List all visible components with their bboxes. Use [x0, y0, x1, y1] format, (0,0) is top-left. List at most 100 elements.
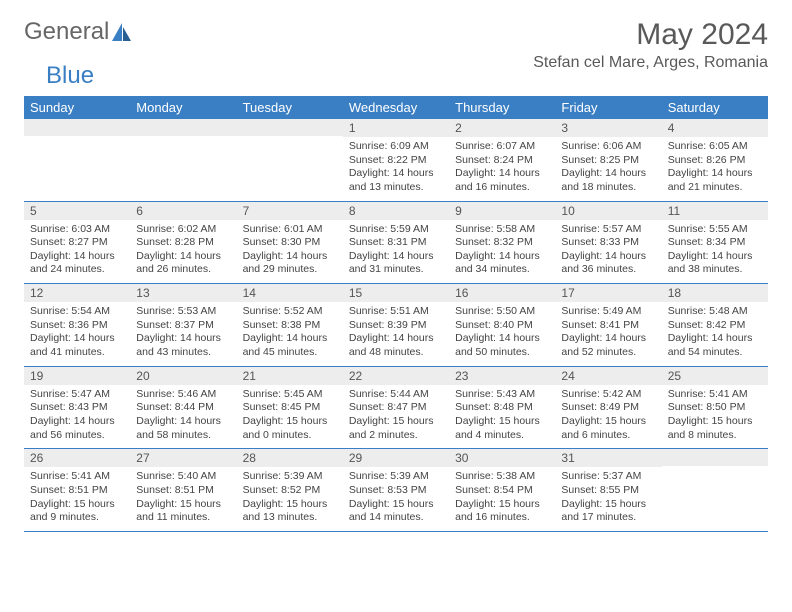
logo: General [24, 18, 133, 46]
calendar-day: 16Sunrise: 5:50 AMSunset: 8:40 PMDayligh… [449, 284, 555, 367]
day-data: Sunrise: 6:06 AMSunset: 8:25 PMDaylight:… [555, 137, 661, 201]
day-data [24, 136, 130, 192]
logo-text-1: General [24, 18, 109, 46]
day-data: Sunrise: 6:03 AMSunset: 8:27 PMDaylight:… [24, 220, 130, 284]
logo-sail-icon [111, 22, 133, 42]
day-number: 25 [662, 367, 768, 385]
calendar-day: 8Sunrise: 5:59 AMSunset: 8:31 PMDaylight… [343, 201, 449, 284]
calendar-day: 20Sunrise: 5:46 AMSunset: 8:44 PMDayligh… [130, 366, 236, 449]
day-number: 27 [130, 449, 236, 467]
calendar-day: 1Sunrise: 6:09 AMSunset: 8:22 PMDaylight… [343, 119, 449, 201]
calendar-day: 15Sunrise: 5:51 AMSunset: 8:39 PMDayligh… [343, 284, 449, 367]
day-header: Wednesday [343, 96, 449, 119]
day-number [237, 119, 343, 136]
calendar-day: 13Sunrise: 5:53 AMSunset: 8:37 PMDayligh… [130, 284, 236, 367]
month-title: May 2024 [533, 18, 768, 52]
day-header: Monday [130, 96, 236, 119]
day-number [662, 449, 768, 466]
calendar-day: 29Sunrise: 5:39 AMSunset: 8:53 PMDayligh… [343, 449, 449, 532]
day-data: Sunrise: 6:05 AMSunset: 8:26 PMDaylight:… [662, 137, 768, 201]
day-data: Sunrise: 5:39 AMSunset: 8:53 PMDaylight:… [343, 467, 449, 531]
day-header: Friday [555, 96, 661, 119]
calendar-day: 18Sunrise: 5:48 AMSunset: 8:42 PMDayligh… [662, 284, 768, 367]
day-data: Sunrise: 6:02 AMSunset: 8:28 PMDaylight:… [130, 220, 236, 284]
calendar-day: 5Sunrise: 6:03 AMSunset: 8:27 PMDaylight… [24, 201, 130, 284]
day-data: Sunrise: 5:44 AMSunset: 8:47 PMDaylight:… [343, 385, 449, 449]
calendar-day: 26Sunrise: 5:41 AMSunset: 8:51 PMDayligh… [24, 449, 130, 532]
day-number: 1 [343, 119, 449, 137]
day-number: 17 [555, 284, 661, 302]
day-number: 31 [555, 449, 661, 467]
day-number: 19 [24, 367, 130, 385]
calendar-week: 19Sunrise: 5:47 AMSunset: 8:43 PMDayligh… [24, 366, 768, 449]
calendar-day: 25Sunrise: 5:41 AMSunset: 8:50 PMDayligh… [662, 366, 768, 449]
day-number [130, 119, 236, 136]
day-data: Sunrise: 5:38 AMSunset: 8:54 PMDaylight:… [449, 467, 555, 531]
day-data: Sunrise: 5:54 AMSunset: 8:36 PMDaylight:… [24, 302, 130, 366]
day-data: Sunrise: 5:43 AMSunset: 8:48 PMDaylight:… [449, 385, 555, 449]
day-number [24, 119, 130, 136]
day-number: 10 [555, 202, 661, 220]
calendar-day: 7Sunrise: 6:01 AMSunset: 8:30 PMDaylight… [237, 201, 343, 284]
day-data: Sunrise: 5:47 AMSunset: 8:43 PMDaylight:… [24, 385, 130, 449]
calendar-body: 1Sunrise: 6:09 AMSunset: 8:22 PMDaylight… [24, 119, 768, 531]
calendar-table: SundayMondayTuesdayWednesdayThursdayFrid… [24, 96, 768, 532]
day-header: Saturday [662, 96, 768, 119]
calendar-day: 4Sunrise: 6:05 AMSunset: 8:26 PMDaylight… [662, 119, 768, 201]
day-data: Sunrise: 6:01 AMSunset: 8:30 PMDaylight:… [237, 220, 343, 284]
day-header: Thursday [449, 96, 555, 119]
day-number: 8 [343, 202, 449, 220]
day-number: 3 [555, 119, 661, 137]
day-number: 9 [449, 202, 555, 220]
calendar-day: 14Sunrise: 5:52 AMSunset: 8:38 PMDayligh… [237, 284, 343, 367]
day-number: 22 [343, 367, 449, 385]
calendar-day [237, 119, 343, 201]
day-number: 6 [130, 202, 236, 220]
day-number: 26 [24, 449, 130, 467]
calendar-day: 21Sunrise: 5:45 AMSunset: 8:45 PMDayligh… [237, 366, 343, 449]
day-number: 16 [449, 284, 555, 302]
day-data: Sunrise: 6:07 AMSunset: 8:24 PMDaylight:… [449, 137, 555, 201]
calendar-day [130, 119, 236, 201]
day-number: 23 [449, 367, 555, 385]
day-data: Sunrise: 5:40 AMSunset: 8:51 PMDaylight:… [130, 467, 236, 531]
calendar-day: 19Sunrise: 5:47 AMSunset: 8:43 PMDayligh… [24, 366, 130, 449]
day-number: 20 [130, 367, 236, 385]
day-number: 7 [237, 202, 343, 220]
calendar-day: 28Sunrise: 5:39 AMSunset: 8:52 PMDayligh… [237, 449, 343, 532]
day-data: Sunrise: 5:59 AMSunset: 8:31 PMDaylight:… [343, 220, 449, 284]
day-data: Sunrise: 5:37 AMSunset: 8:55 PMDaylight:… [555, 467, 661, 531]
day-number: 5 [24, 202, 130, 220]
day-number: 29 [343, 449, 449, 467]
day-data: Sunrise: 5:41 AMSunset: 8:51 PMDaylight:… [24, 467, 130, 531]
day-data: Sunrise: 5:52 AMSunset: 8:38 PMDaylight:… [237, 302, 343, 366]
calendar-day: 12Sunrise: 5:54 AMSunset: 8:36 PMDayligh… [24, 284, 130, 367]
day-number: 18 [662, 284, 768, 302]
day-number: 21 [237, 367, 343, 385]
day-number: 14 [237, 284, 343, 302]
calendar-day: 22Sunrise: 5:44 AMSunset: 8:47 PMDayligh… [343, 366, 449, 449]
day-number: 11 [662, 202, 768, 220]
day-data [130, 136, 236, 192]
day-data: Sunrise: 5:57 AMSunset: 8:33 PMDaylight:… [555, 220, 661, 284]
calendar-week: 5Sunrise: 6:03 AMSunset: 8:27 PMDaylight… [24, 201, 768, 284]
day-data: Sunrise: 5:42 AMSunset: 8:49 PMDaylight:… [555, 385, 661, 449]
calendar-day: 17Sunrise: 5:49 AMSunset: 8:41 PMDayligh… [555, 284, 661, 367]
calendar-week: 1Sunrise: 6:09 AMSunset: 8:22 PMDaylight… [24, 119, 768, 201]
day-number: 4 [662, 119, 768, 137]
day-data: Sunrise: 5:39 AMSunset: 8:52 PMDaylight:… [237, 467, 343, 531]
day-number: 15 [343, 284, 449, 302]
day-data [662, 466, 768, 522]
day-number: 2 [449, 119, 555, 137]
day-data: Sunrise: 5:48 AMSunset: 8:42 PMDaylight:… [662, 302, 768, 366]
day-data: Sunrise: 5:53 AMSunset: 8:37 PMDaylight:… [130, 302, 236, 366]
day-data: Sunrise: 5:51 AMSunset: 8:39 PMDaylight:… [343, 302, 449, 366]
day-data: Sunrise: 5:46 AMSunset: 8:44 PMDaylight:… [130, 385, 236, 449]
day-data: Sunrise: 5:49 AMSunset: 8:41 PMDaylight:… [555, 302, 661, 366]
day-number: 30 [449, 449, 555, 467]
day-data: Sunrise: 6:09 AMSunset: 8:22 PMDaylight:… [343, 137, 449, 201]
calendar-week: 12Sunrise: 5:54 AMSunset: 8:36 PMDayligh… [24, 284, 768, 367]
calendar-week: 26Sunrise: 5:41 AMSunset: 8:51 PMDayligh… [24, 449, 768, 532]
day-data: Sunrise: 5:58 AMSunset: 8:32 PMDaylight:… [449, 220, 555, 284]
calendar-day: 31Sunrise: 5:37 AMSunset: 8:55 PMDayligh… [555, 449, 661, 532]
